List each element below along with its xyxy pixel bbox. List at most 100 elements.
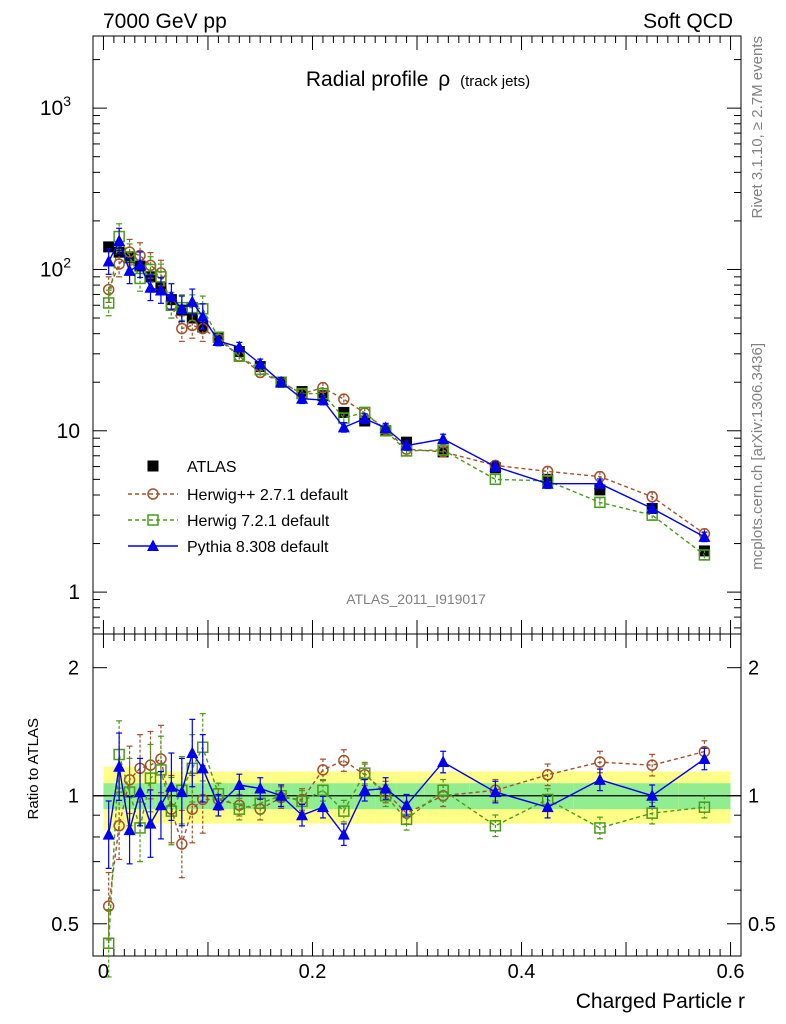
plot-title: Radial profile ρ (track jets): [306, 68, 530, 91]
legend-entry-2: Herwig 7.2.1 default: [128, 513, 330, 530]
header-right: Soft QCD: [643, 10, 733, 33]
ratio-data-point: [646, 807, 658, 819]
data-point: [400, 439, 413, 451]
data-point: [103, 241, 115, 253]
data-point: [594, 496, 606, 509]
main-y-tick-label: 10: [57, 420, 80, 443]
series-2: [102, 223, 711, 561]
ratio-data-point: [296, 808, 309, 821]
data-point: [489, 473, 502, 486]
ratio-data-point: [212, 798, 225, 811]
ratio-data-point: [144, 817, 157, 829]
ratio-data-point: [233, 778, 246, 790]
data-point: [176, 322, 188, 335]
ratio-data-point: [646, 789, 659, 801]
main-plot-tick-labels: 1 10 102 103: [40, 93, 80, 604]
ratio-data-point: [646, 759, 658, 771]
ratio-data-point: [134, 785, 147, 798]
legend-entry-1: Herwig++ 2.7.1 default: [128, 487, 349, 504]
ratio-data-point: [437, 784, 449, 797]
data-point: [102, 297, 115, 309]
ratio-data-point: [113, 760, 126, 772]
ratio-data-point: [337, 828, 350, 840]
ratio-plot-tick-labels: 0 0.2 0.4 0.6 0.5 0.5 1 1 2 2: [51, 658, 776, 983]
ratio-data-point: [154, 798, 167, 811]
ratio-data-point: [338, 754, 350, 767]
ratio-data-point: [113, 820, 125, 832]
data-point: [541, 477, 554, 489]
ratio-y-tick-label: 0.5: [51, 914, 79, 936]
ratio-y-tick-label: 1: [68, 786, 79, 808]
x-tick-label: 0.4: [508, 961, 536, 983]
main-y-tick-label: 1: [68, 581, 80, 604]
ratio-data-point: [176, 838, 188, 850]
ratio-data-point: [489, 785, 502, 798]
data-point: [379, 421, 392, 434]
watermark: ATLAS_2011_I919017: [346, 591, 486, 607]
ratio-data-point: [317, 784, 329, 797]
ratio-data-point: [186, 746, 199, 759]
data-point: [316, 393, 329, 406]
data-point: [212, 334, 225, 347]
x-axis-label: Charged Particle r: [576, 990, 745, 1013]
series-line: [108, 234, 705, 556]
ratio-data-point: [593, 773, 606, 785]
data-point: [337, 420, 350, 433]
ratio-data-point: [541, 800, 554, 813]
x-tick-label: 0.2: [299, 961, 327, 983]
ratio-data-point: [400, 798, 413, 811]
ratio-plot-series: [102, 712, 711, 978]
data-point: [437, 444, 449, 456]
ratio-series-line: [108, 745, 705, 944]
main-y-tick-label: 103: [40, 93, 71, 120]
ratio-data-point: [541, 769, 554, 781]
legend: ATLAS Herwig++ 2.7.1 default Herwig 7.2.1 …: [128, 459, 349, 556]
data-point: [646, 491, 658, 503]
legend-label: Pythia 8.308 default: [187, 539, 329, 556]
ratio-y-tick-label: 2: [68, 658, 79, 680]
ratio-data-point: [317, 764, 329, 776]
data-point: [358, 412, 371, 424]
data-point: [317, 381, 329, 394]
ratio-data-point: [254, 781, 267, 794]
legend-marker: [147, 460, 159, 472]
header-left: 7000 GeV pp: [103, 10, 227, 33]
main-plot-ticks: [93, 36, 741, 634]
data-point: [489, 460, 502, 472]
data-point: [646, 501, 659, 514]
main-y-tick-label: 102: [40, 254, 71, 281]
ratio-data-point: [196, 761, 209, 774]
x-tick-label: 0.6: [717, 961, 745, 983]
data-point: [175, 302, 188, 314]
plot-title-text: Radial profile: [306, 68, 429, 91]
data-point: [233, 340, 246, 353]
ratio-ylabel: Ratio to ATLAS: [25, 718, 42, 819]
legend-label: Herwig 7.2.1 default: [187, 513, 330, 530]
legend-marker: [147, 488, 159, 500]
data-point: [698, 530, 711, 542]
legend-label: Herwig++ 2.7.1 default: [187, 487, 349, 504]
ratio-bands: [93, 766, 741, 831]
main-plot-series: [102, 223, 711, 561]
data-point: [593, 477, 606, 489]
ratio-data-point: [358, 783, 371, 796]
side-text-top: Rivet 3.1.10, ≥ 2.7M events: [749, 36, 766, 219]
series-line: [108, 251, 705, 535]
data-point: [165, 289, 178, 302]
legend-entry-3: Pythia 8.308 default: [128, 539, 329, 556]
data-point: [154, 284, 167, 296]
data-point: [275, 375, 288, 388]
ratio-plot-ticks: [93, 634, 741, 956]
ratio-data-point: [233, 803, 246, 815]
ratio-data-point: [594, 756, 606, 768]
ratio-data-point: [437, 755, 450, 768]
ratio-data-point: [102, 937, 115, 950]
ratio-series-2: [102, 718, 711, 869]
legend-marker: [147, 539, 159, 551]
legend-entry-0: ATLAS: [147, 459, 237, 476]
ratio-data-point: [379, 781, 392, 794]
ratio-data-point: [698, 752, 711, 764]
ratio-y-tick-label-right: 2: [748, 658, 759, 680]
data-point: [134, 258, 147, 270]
